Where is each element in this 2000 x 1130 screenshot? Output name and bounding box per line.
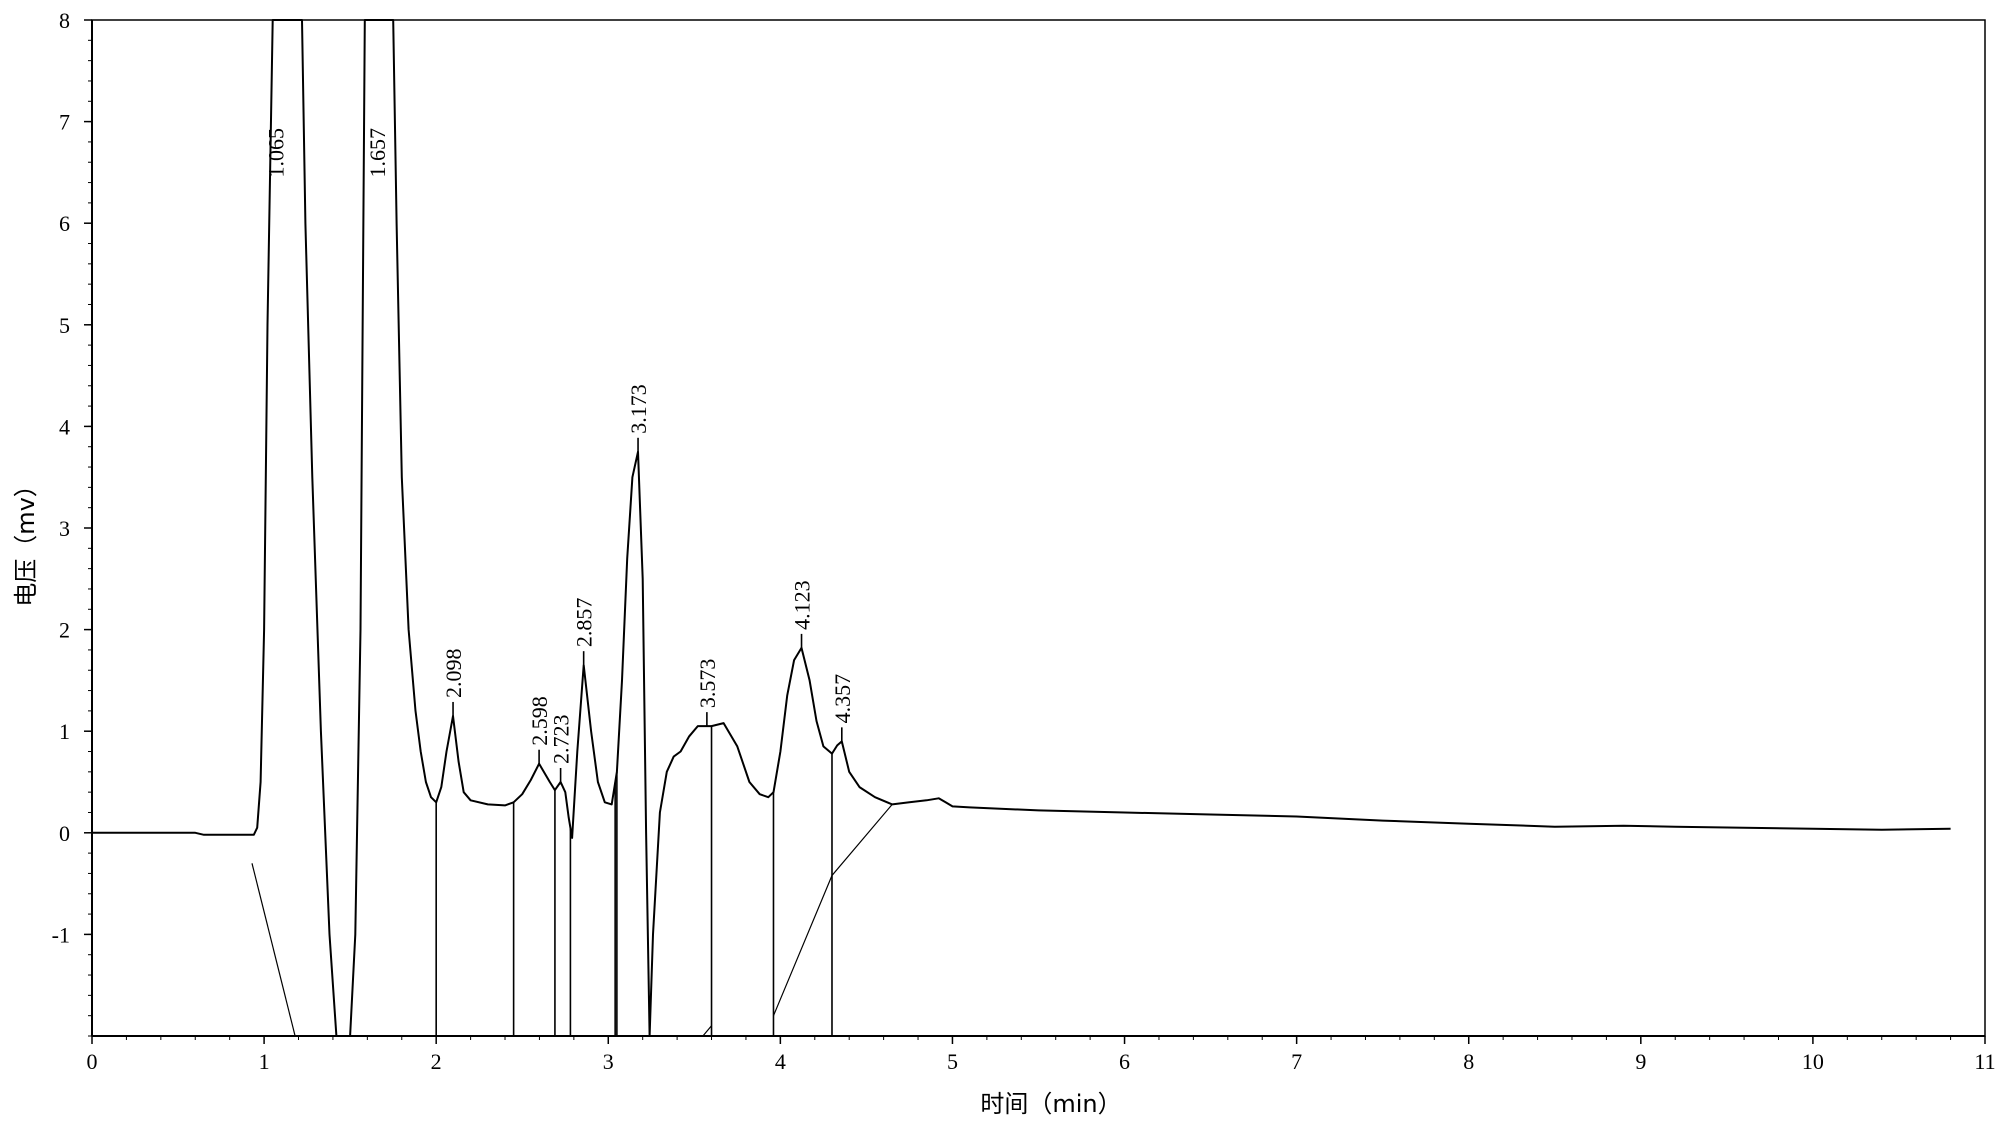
peak-label: 3.573 xyxy=(695,659,720,709)
x-tick-label: 2 xyxy=(431,1049,442,1074)
y-tick-label: 2 xyxy=(59,618,70,643)
x-tick-label: 6 xyxy=(1119,1049,1130,1074)
peak-label: 3.173 xyxy=(626,384,651,434)
peak-label: 4.357 xyxy=(830,674,855,724)
y-tick-label: 8 xyxy=(59,8,70,33)
y-tick-label: 7 xyxy=(59,110,70,135)
y-tick-label: 3 xyxy=(59,516,70,541)
x-axis-title: 时间（min） xyxy=(980,1090,1121,1118)
integration-baseline xyxy=(251,863,296,1037)
peak-label: 2.098 xyxy=(441,648,466,698)
peak-label: 4.123 xyxy=(790,580,815,630)
integration-baselines xyxy=(251,804,893,1037)
x-tick-label: 0 xyxy=(87,1049,98,1074)
integration-baseline xyxy=(702,1025,712,1037)
x-tick-label: 1 xyxy=(259,1049,270,1074)
peak-drop-lines xyxy=(435,726,833,1036)
integration-baseline xyxy=(772,804,893,1016)
peak-label: 2.598 xyxy=(527,696,552,746)
x-tick-label: 5 xyxy=(947,1049,958,1074)
peak-label: 2.857 xyxy=(572,598,597,648)
x-tick-label: 9 xyxy=(1635,1049,1646,1074)
y-tick-label: 6 xyxy=(59,211,70,236)
y-tick-label: 1 xyxy=(59,719,70,744)
x-tick-label: 4 xyxy=(775,1049,786,1074)
y-tick-label: 5 xyxy=(59,313,70,338)
y-tick-label: 0 xyxy=(59,821,70,846)
x-tick-label: 3 xyxy=(603,1049,614,1074)
x-tick-label: 7 xyxy=(1291,1049,1302,1074)
peak-label: 1.065 xyxy=(263,128,288,178)
peak-label: 2.723 xyxy=(549,715,574,765)
x-tick-label: 10 xyxy=(1802,1049,1824,1074)
y-axis-title: 电压（mv） xyxy=(12,473,40,607)
x-tick-label: 11 xyxy=(1974,1049,1995,1074)
x-tick-label: 8 xyxy=(1463,1049,1474,1074)
y-tick-label: -1 xyxy=(52,922,70,947)
peak-label: 1.657 xyxy=(365,128,390,178)
y-tick-label: 4 xyxy=(59,414,70,439)
chromatogram-trace xyxy=(92,19,1951,1037)
